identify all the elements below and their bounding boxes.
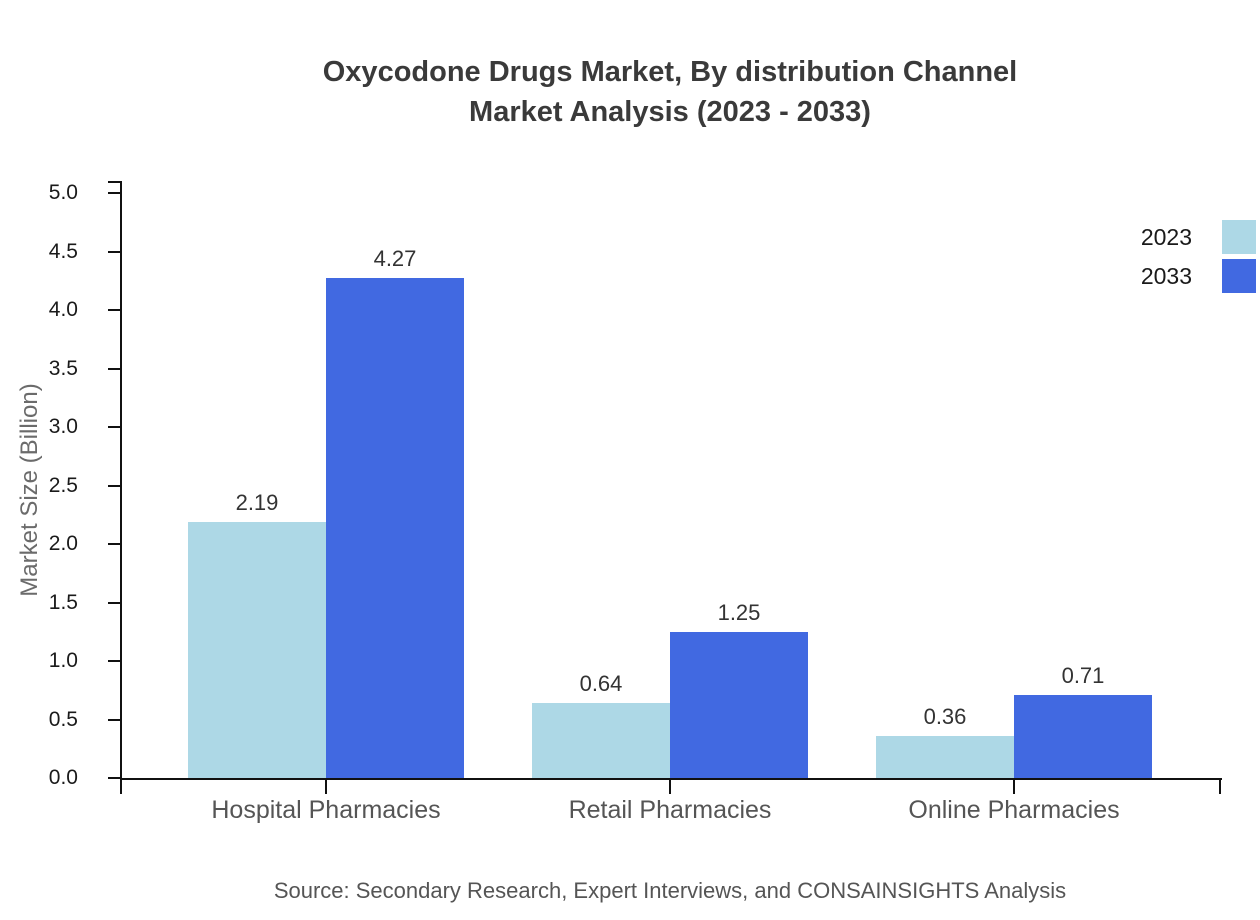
chart-title-line1: Oxycodone Drugs Market, By distribution … [322, 56, 1018, 88]
y-tick-2.0 [108, 543, 120, 545]
y-tick-label: 2.0 [48, 532, 78, 555]
legend-swatch-2033 [1222, 259, 1256, 293]
y-tick-label: 0.5 [48, 707, 78, 731]
y-tick-label: 1.5 [48, 590, 78, 614]
y-tick-4.0 [108, 309, 120, 311]
y-tick-1.5 [108, 601, 120, 604]
y-tick-label: 2.5 [48, 473, 78, 497]
y-tick-5.0 [108, 192, 120, 194]
bar-2023-retail-pharmacies [532, 703, 670, 778]
x-axis-origin-tick [120, 778, 122, 794]
value-label-2033-hospital-pharmacies: 4.27 [373, 246, 417, 271]
y-axis-end-tick [108, 181, 120, 183]
y-tick-label: 4.5 [48, 239, 78, 263]
y-tick-3.0 [108, 426, 120, 428]
y-tick-1.0 [108, 660, 120, 662]
bar-2033-retail-pharmacies [670, 632, 808, 778]
y-tick-label: 4.0 [48, 298, 78, 321]
y-tick-0.0 [108, 777, 120, 779]
legend-item-2023: 2023 [1141, 220, 1256, 254]
value-label-2023-online-pharmacies: 0.36 [923, 704, 967, 729]
y-tick-label: 0.0 [48, 766, 78, 789]
bar-2033-online-pharmacies [1014, 695, 1152, 778]
legend-swatch-2023 [1222, 220, 1256, 254]
bar-2033-hospital-pharmacies [326, 278, 464, 778]
y-tick-2.5 [108, 484, 120, 487]
y-tick-0.5 [108, 718, 120, 721]
legend-label-2033: 2033 [1140, 262, 1192, 289]
y-tick-label: 3.5 [48, 356, 78, 380]
value-label-2033-online-pharmacies: 0.71 [1061, 663, 1105, 688]
y-tick-4.5 [108, 250, 120, 253]
y-tick-3.5 [108, 367, 120, 370]
category-label-retail-pharmacies: Retail Pharmacies [568, 796, 772, 824]
value-label-2023-hospital-pharmacies: 2.19 [235, 490, 279, 515]
legend-item-2033: 2033 [1141, 259, 1256, 293]
x-axis-end-tick [1219, 780, 1221, 794]
chart-title-line2: Market Analysis (2023 - 2033) [469, 96, 871, 128]
y-tick-label: 3.0 [48, 415, 78, 438]
plot-area: 0.0 0.5 1.0 1.5 2.0 2.5 3.0 3.5 4.0 4.5 5.0 2.19 4.… [49, 181, 1222, 824]
y-tick-label: 1.0 [48, 649, 78, 672]
value-label-2023-retail-pharmacies: 0.64 [579, 671, 623, 696]
value-label-2033-retail-pharmacies: 1.25 [717, 600, 761, 625]
legend-label-2023: 2023 [1140, 223, 1192, 250]
x-tick-hospital-pharmacies [325, 780, 327, 794]
category-label-online-pharmacies: Online Pharmacies [908, 796, 1120, 824]
category-label-hospital-pharmacies: Hospital Pharmacies [211, 796, 441, 824]
chart-title: Oxycodone Drugs Market, By distribution … [70, 52, 1260, 132]
source-note: Source: Secondary Research, Expert Inter… [273, 878, 1067, 903]
y-tick-label: 5.0 [48, 181, 78, 204]
bar-2023-hospital-pharmacies [188, 522, 326, 778]
bar-2023-online-pharmacies [876, 736, 1014, 778]
x-tick-retail-pharmacies [669, 780, 671, 794]
x-tick-online-pharmacies [1013, 780, 1015, 794]
legend: 2023 2033 [1141, 220, 1256, 298]
